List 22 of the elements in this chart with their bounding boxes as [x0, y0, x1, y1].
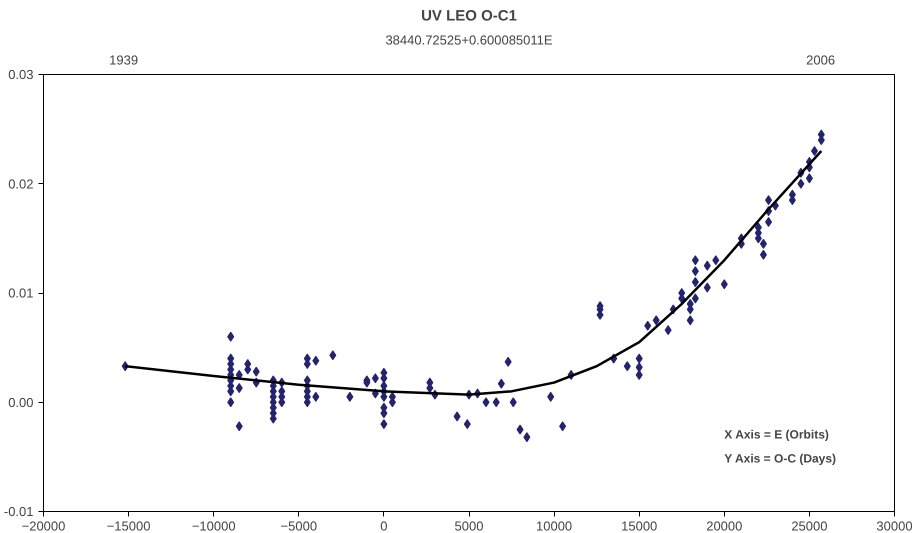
x-tick-label: 5000: [454, 518, 484, 533]
x-tick-label: −10000: [192, 518, 236, 533]
annotation: X Axis = E (Orbits): [724, 428, 829, 442]
x-tick-label: 0: [380, 518, 388, 533]
x-tick-label: 15000: [621, 518, 658, 533]
x-tick-label: −5000: [280, 518, 318, 533]
y-tick-label: 0.01: [8, 286, 34, 300]
x2-tick-label: 2006: [806, 52, 836, 68]
x-tick-label: 25000: [791, 518, 828, 533]
chart-title: UV LEO O-C1: [421, 8, 517, 24]
x-tick-label: −20000: [22, 518, 66, 533]
y-tick-label: 0.00: [8, 394, 34, 410]
x2-axis-title: 38440.72525+0.600085011E: [385, 32, 553, 48]
x-tick-label: 30000: [876, 518, 913, 533]
y-tick-label: -0.01: [4, 504, 34, 519]
x-tick-label: 10000: [536, 518, 572, 533]
annotation: Y Axis = O-C (Days): [724, 452, 836, 466]
x2-tick-label: 1939: [109, 52, 138, 68]
x-tick-label: −15000: [106, 518, 150, 533]
x-tick-label: 20000: [706, 518, 742, 533]
y-tick-label: 0.03: [8, 67, 34, 82]
y-tick-label: 0.02: [8, 176, 34, 192]
